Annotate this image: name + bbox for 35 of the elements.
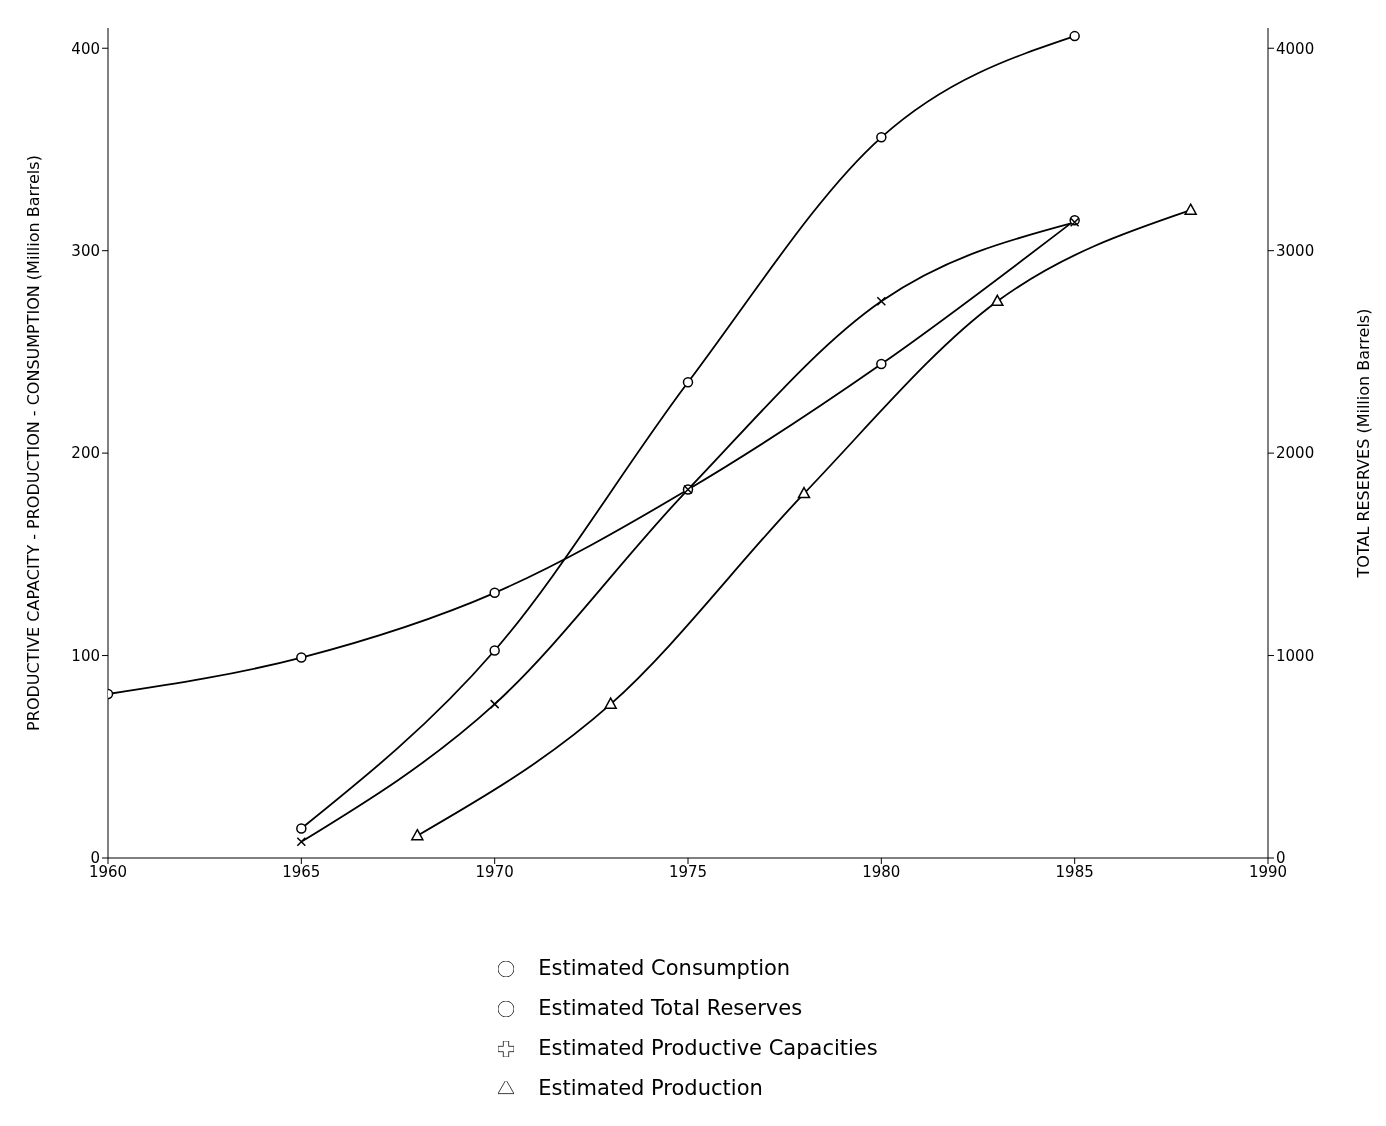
y-axis-title: PRODUCTIVE CAPACITY - PRODUCTION - CONSUMPTION (Million Barrels) <box>23 155 43 731</box>
legend-label: Estimated Productive Capacities <box>538 1036 878 1060</box>
point <box>797 486 811 499</box>
point <box>876 296 887 307</box>
y2-tick-label: 2000 <box>1276 444 1315 463</box>
point <box>296 823 307 834</box>
point <box>296 837 307 847</box>
point <box>489 587 500 599</box>
y-tick-label: 200 <box>71 444 100 463</box>
point <box>991 294 1004 307</box>
x-tick-label: 1970 <box>475 862 514 881</box>
y-tick-label: 100 <box>71 646 100 665</box>
legend-label: Estimated Total Reserves <box>538 996 803 1020</box>
y2-axis-title: TOTAL RESERVES (Million Barrels) <box>1353 308 1373 579</box>
point <box>1184 203 1197 215</box>
y-tick-label: 300 <box>71 242 100 261</box>
x-tick-label: 1980 <box>862 862 901 881</box>
point <box>489 699 500 709</box>
point <box>876 358 887 370</box>
point <box>604 697 617 709</box>
point <box>876 132 887 143</box>
x-tick-label: 1965 <box>282 862 321 881</box>
y-tick-label: 400 <box>71 39 100 58</box>
legend-label: Estimated Production <box>538 1076 763 1100</box>
legend-label: Estimated Consumption <box>538 956 791 980</box>
x-tick-label: 1975 <box>668 862 708 881</box>
point <box>296 652 307 663</box>
point <box>682 377 694 388</box>
y2-tick-label: 4000 <box>1276 39 1315 58</box>
y2-tick-label: 1000 <box>1276 646 1315 665</box>
x-tick-label: 1985 <box>1055 862 1094 881</box>
point <box>1069 30 1080 42</box>
y2-tick-label: 3000 <box>1276 242 1315 261</box>
point <box>411 828 424 841</box>
point <box>489 645 500 656</box>
